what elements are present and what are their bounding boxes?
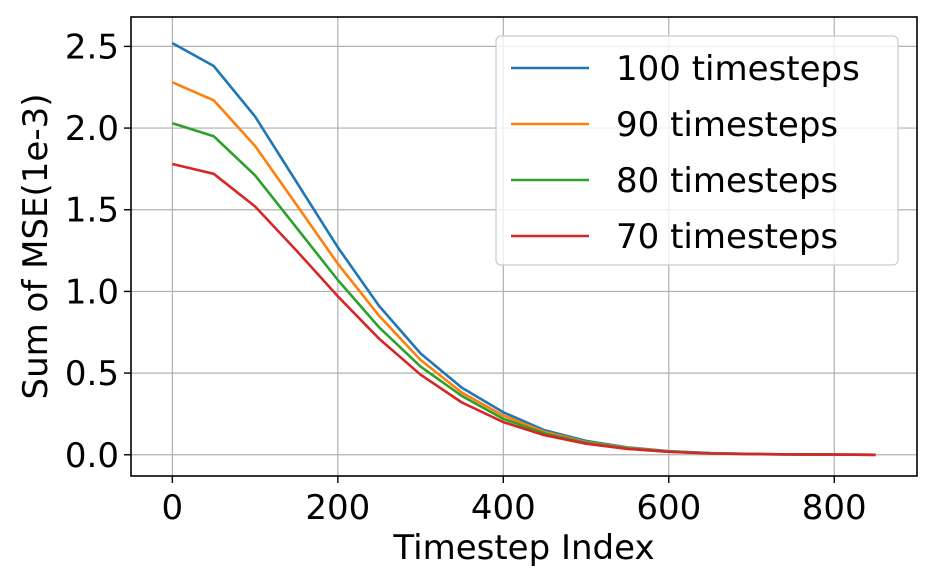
y-axis-title: Sum of MSE(1e-3) xyxy=(16,93,56,399)
x-axis-title: Timestep Index xyxy=(392,528,654,568)
x-tick-label: 600 xyxy=(636,488,701,528)
x-tick-label: 200 xyxy=(305,488,370,528)
legend-box xyxy=(495,35,899,266)
x-tick-label: 0 xyxy=(162,488,184,528)
y-tick-label: 0.5 xyxy=(65,354,119,394)
y-tick-label: 2.0 xyxy=(65,109,119,149)
y-tick-label: 2.5 xyxy=(65,27,119,67)
series-lines xyxy=(171,41,876,457)
y-tick-label: 1.5 xyxy=(65,191,119,231)
legend-label: 70 timesteps xyxy=(616,217,838,257)
x-axis: 0 200 400 600 800 xyxy=(162,476,867,528)
series-line xyxy=(172,162,876,457)
legend-label: 80 timesteps xyxy=(616,161,838,201)
x-tick-label: 400 xyxy=(471,488,536,528)
legend: 100 timesteps 90 timesteps 80 timesteps 70 … xyxy=(495,35,899,266)
y-tick-label: 0.0 xyxy=(65,436,119,476)
y-tick-label: 1.0 xyxy=(65,272,119,312)
x-tick-label: 800 xyxy=(802,488,867,528)
y-axis: 0.0 0.5 1.0 1.5 2.0 2.5 xyxy=(65,27,131,476)
legend-label: 100 timesteps xyxy=(616,49,860,89)
legend-label: 90 timesteps xyxy=(616,105,838,145)
plot-frame xyxy=(130,16,918,477)
